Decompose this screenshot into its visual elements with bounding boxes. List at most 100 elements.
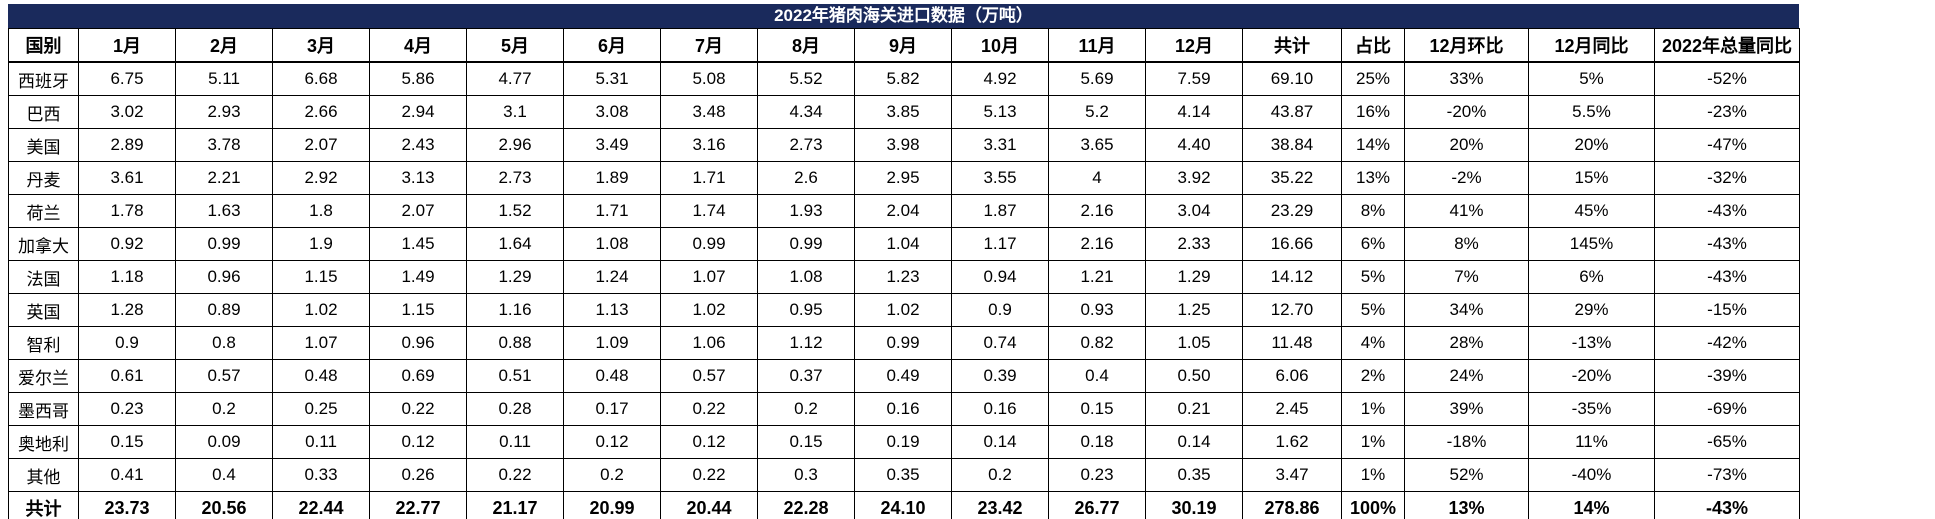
value-cell: 3.1 [466, 95, 564, 129]
value-cell: 2.73 [466, 161, 564, 195]
value-cell: 0.57 [175, 359, 273, 393]
value-cell: 2.6 [757, 161, 855, 195]
value-cell: 0.22 [660, 392, 758, 426]
value-cell: 1.12 [757, 326, 855, 360]
value-cell: 0.99 [757, 227, 855, 261]
value-cell: 2% [1341, 359, 1405, 393]
value-cell: 2.16 [1048, 227, 1146, 261]
value-cell: 25% [1341, 61, 1405, 96]
country-cell: 巴西 [8, 95, 79, 129]
value-cell: 0.48 [563, 359, 661, 393]
value-cell: 1% [1341, 425, 1405, 459]
value-cell: 12.70 [1242, 293, 1342, 327]
value-cell: 1.07 [660, 260, 758, 294]
value-cell: 5.52 [757, 61, 855, 96]
value-cell: 3.02 [78, 95, 176, 129]
country-cell: 西班牙 [8, 61, 79, 96]
value-cell: 2.45 [1242, 392, 1342, 426]
value-cell: 2.95 [854, 161, 952, 195]
value-cell: 3.92 [1145, 161, 1243, 195]
value-cell: 3.08 [563, 95, 661, 129]
total-label-cell: 共计 [8, 491, 79, 519]
value-cell: 20.44 [660, 491, 758, 519]
value-cell: 30.19 [1145, 491, 1243, 519]
value-cell: 22.77 [369, 491, 467, 519]
value-cell: 0.09 [175, 425, 273, 459]
value-cell: 45% [1528, 194, 1655, 228]
value-cell: -35% [1528, 392, 1655, 426]
value-cell: 20.99 [563, 491, 661, 519]
value-cell: 0.4 [175, 458, 273, 492]
value-cell: 0.16 [854, 392, 952, 426]
value-cell: 2.21 [175, 161, 273, 195]
value-cell: 4.92 [951, 61, 1049, 96]
value-cell: 0.48 [272, 359, 370, 393]
value-cell: 1.52 [466, 194, 564, 228]
table-row-8: 智利 0.9 0.8 1.07 0.96 0.88 1.09 1.06 1.12 0.99 0.74… [8, 326, 1800, 360]
value-cell: 3.13 [369, 161, 467, 195]
table-row-0: 西班牙 6.75 5.11 6.68 5.86 4.77 5.31 5.08 5.52 5.82 4… [8, 61, 1800, 96]
value-cell: -32% [1654, 161, 1800, 195]
value-cell: 33% [1404, 61, 1529, 96]
value-cell: 4.14 [1145, 95, 1243, 129]
value-cell: 5% [1528, 61, 1655, 96]
value-cell: 0.50 [1145, 359, 1243, 393]
value-cell: 0.9 [78, 326, 176, 360]
country-cell: 荷兰 [8, 194, 79, 228]
value-cell: 0.23 [1048, 458, 1146, 492]
value-cell: -42% [1654, 326, 1800, 360]
value-cell: 1.89 [563, 161, 661, 195]
value-cell: 0.16 [951, 392, 1049, 426]
value-cell: 1% [1341, 458, 1405, 492]
value-cell: 5% [1341, 260, 1405, 294]
value-cell: 0.82 [1048, 326, 1146, 360]
table-row-11: 奥地利 0.15 0.09 0.11 0.12 0.11 0.12 0.12 0.15 0.19 0… [8, 425, 1800, 459]
header-row: 国别 1月 2月 3月 4月 5月 6月 7月 8月 9月 10月 11月 12月 共计 占比 12月环比 12… [8, 28, 1800, 63]
value-cell: 0.18 [1048, 425, 1146, 459]
value-cell: -40% [1528, 458, 1655, 492]
value-cell: 0.23 [78, 392, 176, 426]
value-cell: 26.77 [1048, 491, 1146, 519]
value-cell: 4% [1341, 326, 1405, 360]
value-cell: 24% [1404, 359, 1529, 393]
value-cell: 1.78 [78, 194, 176, 228]
value-cell: -73% [1654, 458, 1800, 492]
value-cell: 1.15 [369, 293, 467, 327]
value-cell: 3.47 [1242, 458, 1342, 492]
value-cell: 1.08 [563, 227, 661, 261]
value-cell: 1.25 [1145, 293, 1243, 327]
value-cell: 1.21 [1048, 260, 1146, 294]
value-cell: 52% [1404, 458, 1529, 492]
value-cell: 0.33 [272, 458, 370, 492]
value-cell: 16% [1341, 95, 1405, 129]
table-row-6: 法国 1.18 0.96 1.15 1.49 1.29 1.24 1.07 1.08 1.23 0.… [8, 260, 1800, 294]
column-header-0: 国别 [8, 28, 79, 63]
value-cell: 0.41 [78, 458, 176, 492]
value-cell: 1.62 [1242, 425, 1342, 459]
value-cell: -43% [1654, 260, 1800, 294]
value-cell: 34% [1404, 293, 1529, 327]
value-cell: 5.08 [660, 61, 758, 96]
column-header-11: 11月 [1048, 28, 1146, 63]
value-cell: 43.87 [1242, 95, 1342, 129]
value-cell: 1.24 [563, 260, 661, 294]
value-cell: 0.3 [757, 458, 855, 492]
value-cell: 2.89 [78, 128, 176, 162]
value-cell: 1.71 [660, 161, 758, 195]
value-cell: 1.87 [951, 194, 1049, 228]
value-cell: 22.28 [757, 491, 855, 519]
table-row-4: 荷兰 1.78 1.63 1.8 2.07 1.52 1.71 1.74 1.93 2.04 1.8… [8, 194, 1800, 228]
table-row-1: 巴西 3.02 2.93 2.66 2.94 3.1 3.08 3.48 4.34 3.85 5.1… [8, 95, 1800, 129]
value-cell: 0.22 [369, 392, 467, 426]
country-cell: 英国 [8, 293, 79, 327]
value-cell: 2.33 [1145, 227, 1243, 261]
value-cell: 13% [1404, 491, 1529, 519]
value-cell: 1.13 [563, 293, 661, 327]
value-cell: -69% [1654, 392, 1800, 426]
value-cell: 20% [1404, 128, 1529, 162]
value-cell: 39% [1404, 392, 1529, 426]
country-cell: 智利 [8, 326, 79, 360]
value-cell: 2.66 [272, 95, 370, 129]
value-cell: 6% [1528, 260, 1655, 294]
column-header-16: 12月同比 [1528, 28, 1655, 63]
